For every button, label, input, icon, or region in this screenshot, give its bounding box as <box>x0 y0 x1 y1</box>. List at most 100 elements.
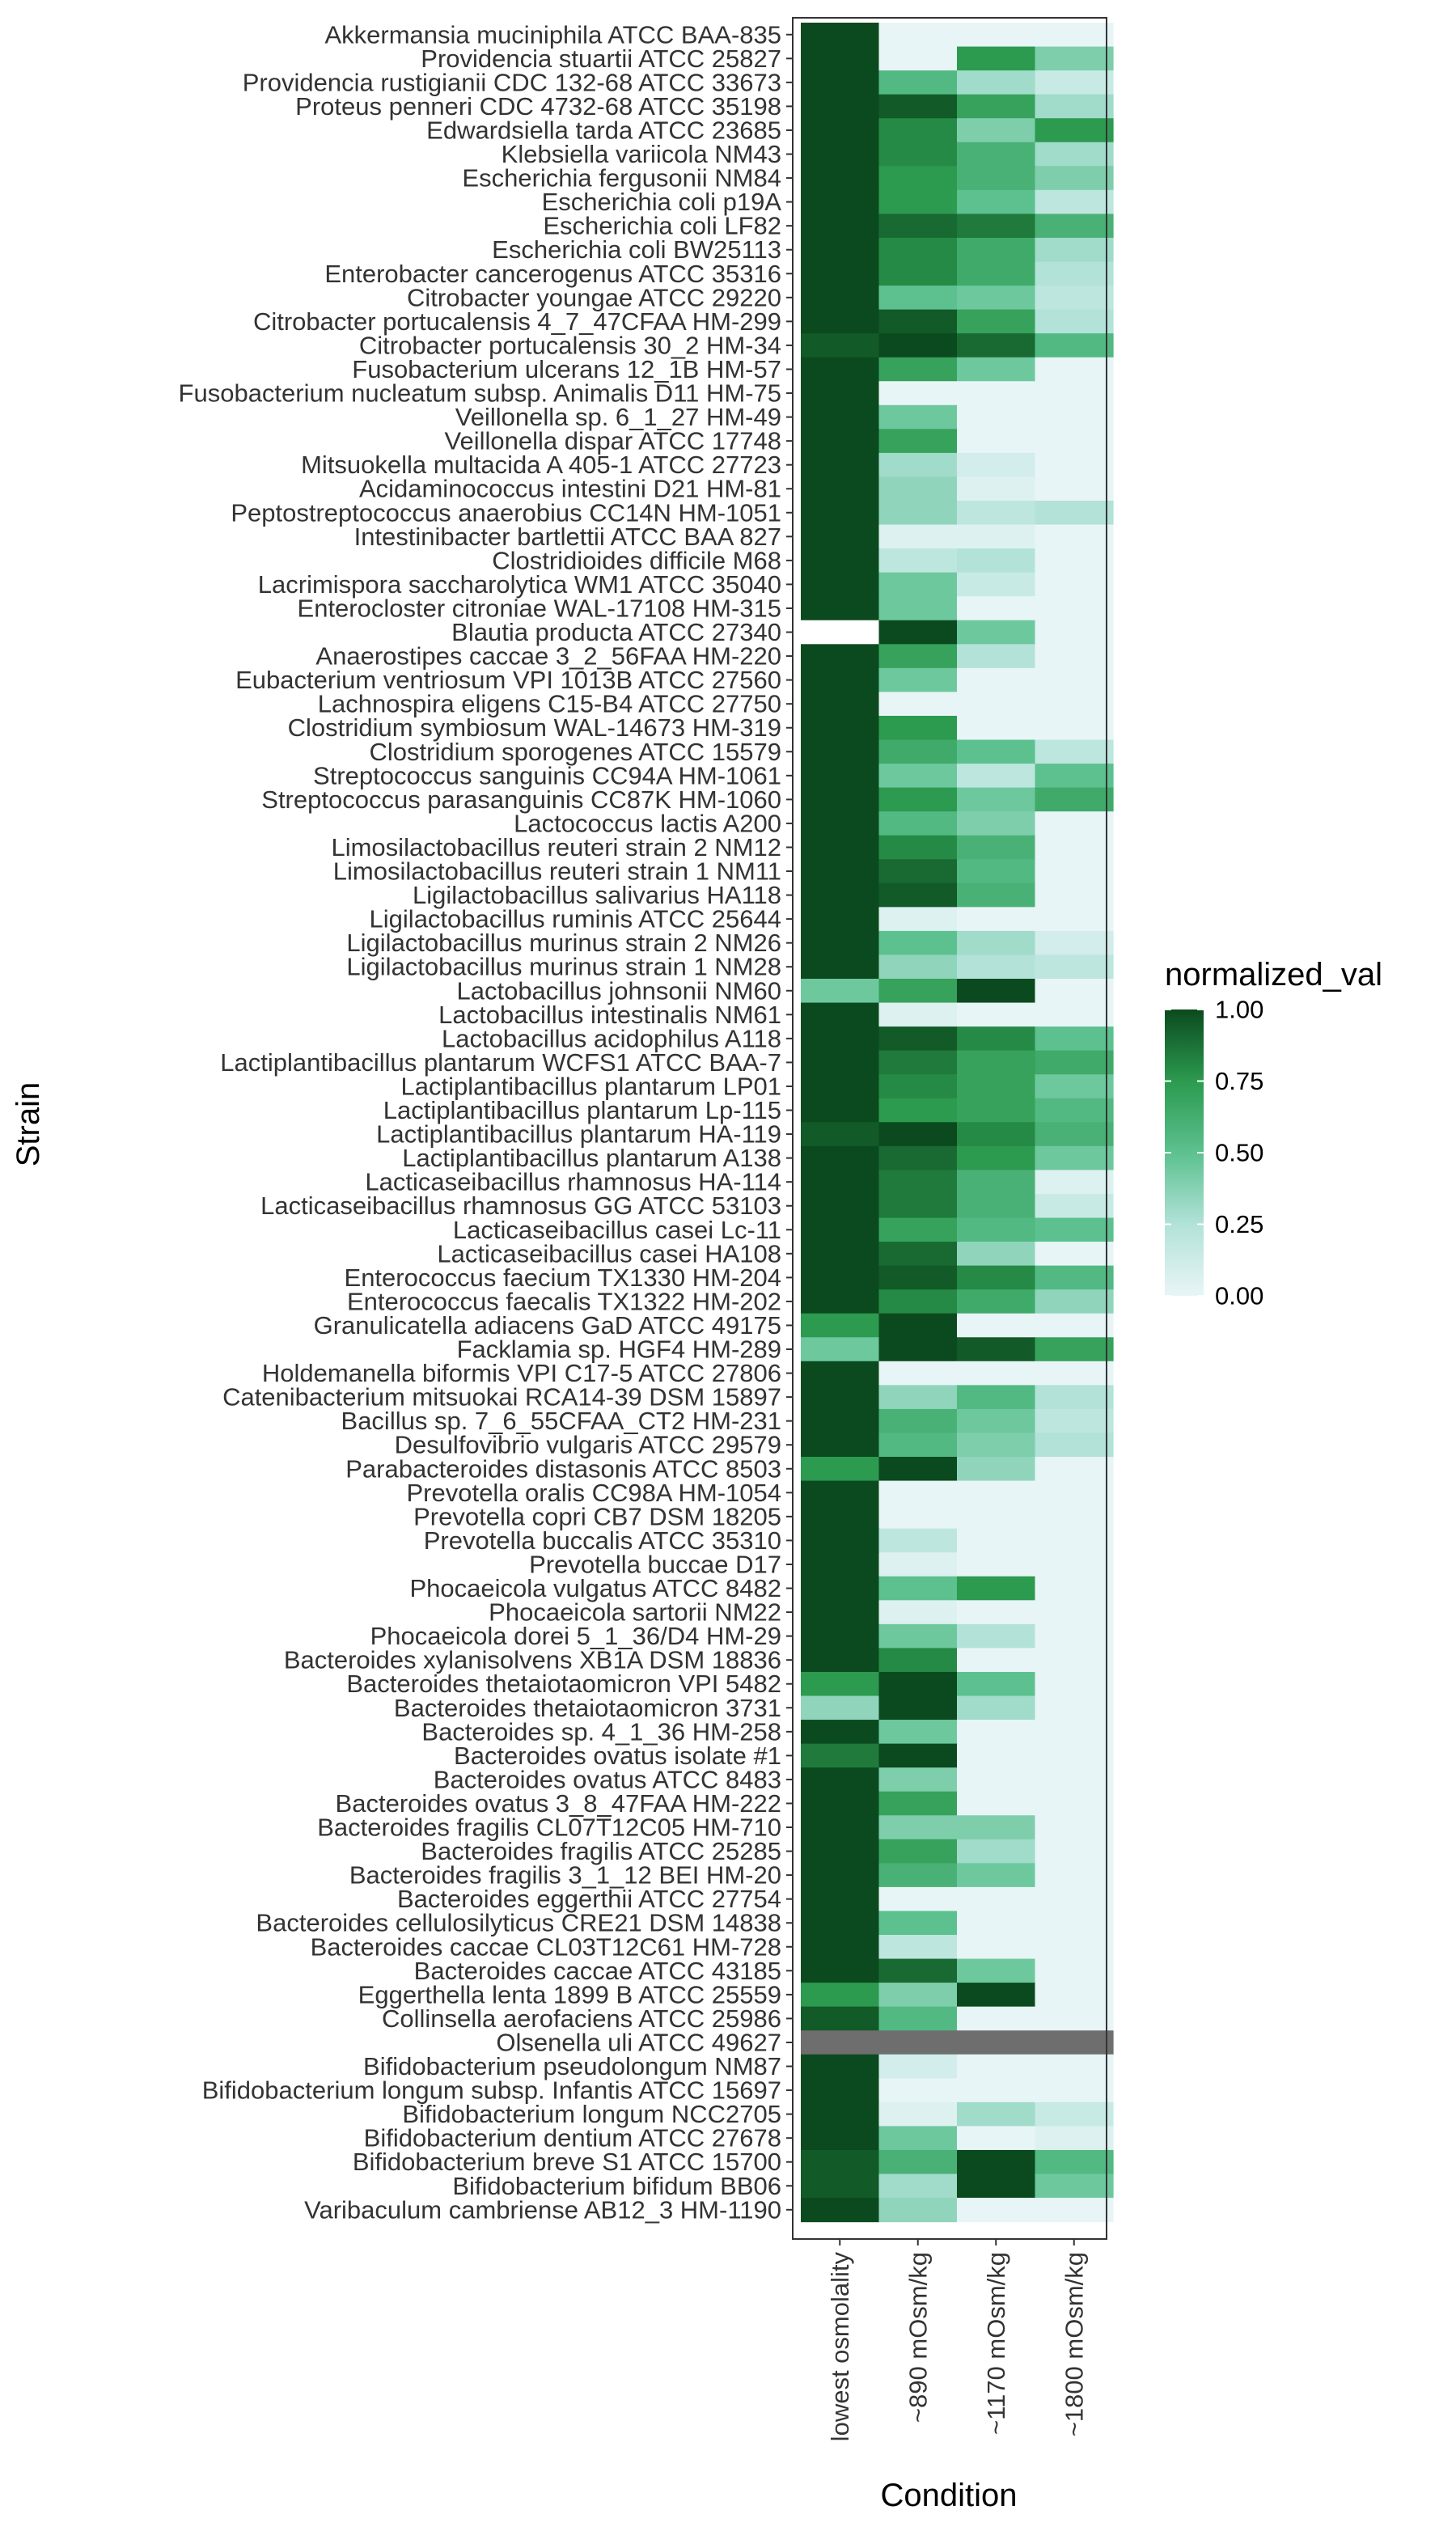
heatmap-cell <box>801 1193 880 1219</box>
row-label: Citrobacter portucalensis 4_7_47CFAA HM-… <box>253 307 781 336</box>
heatmap-cell <box>1035 739 1114 764</box>
heatmap-cell <box>957 1911 1036 1936</box>
heatmap-cell <box>1035 94 1114 119</box>
heatmap-cell <box>1035 764 1114 789</box>
heatmap-cell <box>801 572 880 597</box>
heatmap-cell <box>1035 2198 1114 2223</box>
heatmap-cell <box>878 214 958 239</box>
row-label: Clostridioides difficile M68 <box>492 546 781 574</box>
heatmap-cell <box>957 429 1036 454</box>
heatmap-cell <box>801 1935 880 1960</box>
heatmap-cell <box>878 237 958 263</box>
heatmap-cell <box>957 166 1036 191</box>
row-label: Bacteroides caccae CL03T12C61 HM-728 <box>311 1932 781 1961</box>
heatmap-cell <box>878 476 958 502</box>
heatmap-cell <box>1035 1839 1114 1864</box>
heatmap-cell <box>801 2030 880 2055</box>
heatmap-cell <box>878 1289 958 1314</box>
heatmap-cell <box>878 1361 958 1386</box>
heatmap-cell <box>878 1026 958 1052</box>
heatmap-cell <box>878 452 958 478</box>
heatmap-cell <box>878 1505 958 1530</box>
row-label: Acidaminococcus intestini D21 HM-81 <box>359 475 781 503</box>
heatmap-cell <box>801 1026 880 1052</box>
heatmap-cell <box>801 2006 880 2031</box>
heatmap-cell <box>801 1408 880 1434</box>
heatmap-cell <box>957 1337 1036 1362</box>
heatmap-cell <box>1035 1337 1114 1362</box>
heatmap-cell <box>1035 2149 1114 2175</box>
row-label: Lactobacillus intestinalis NM61 <box>438 1001 781 1029</box>
heatmap-cell <box>801 1170 880 1195</box>
heatmap-cell <box>1035 954 1114 980</box>
row-label: Clostridium sporogenes ATCC 15579 <box>370 738 781 766</box>
heatmap-cell <box>1035 189 1114 214</box>
heatmap-cell <box>801 882 880 908</box>
heatmap-cell <box>878 1528 958 1553</box>
heatmap-cell <box>878 1433 958 1458</box>
heatmap-cell <box>1035 620 1114 645</box>
heatmap-cell <box>801 166 880 191</box>
heatmap-cell <box>1035 46 1114 71</box>
row-label: Fusobacterium nucleatum subsp. Animalis … <box>179 379 781 408</box>
heatmap-cell <box>878 2149 958 2175</box>
heatmap-cell <box>957 1242 1036 1267</box>
heatmap-cell <box>957 835 1036 860</box>
heatmap-cell <box>957 2030 1036 2055</box>
heatmap-cell <box>801 548 880 574</box>
row-label: Escherichia coli LF82 <box>543 212 781 240</box>
row-label: Bacteroides ovatus ATCC 8483 <box>434 1765 781 1793</box>
heatmap-cell <box>1035 2101 1114 2127</box>
heatmap-cell <box>1035 1050 1114 1075</box>
heatmap-cell <box>801 1313 880 1338</box>
heatmap-cell <box>957 811 1036 836</box>
heatmap-cell <box>801 1122 880 1147</box>
row-label: Ligilactobacillus ruminis ATCC 25644 <box>370 905 781 933</box>
heatmap-cell <box>1035 1671 1114 1697</box>
heatmap-cell <box>878 692 958 717</box>
heatmap-cell <box>1035 1193 1114 1219</box>
heatmap-cell <box>1035 1695 1114 1721</box>
heatmap-cell <box>1035 1958 1114 1983</box>
row-label: Proteus penneri CDC 4732-68 ATCC 35198 <box>295 92 781 121</box>
axis-ticks <box>786 33 1075 2245</box>
row-label: Bacteroides caccae ATCC 43185 <box>414 1957 781 1985</box>
heatmap-cell <box>1035 715 1114 741</box>
heatmap-cell <box>878 1242 958 1267</box>
heatmap-cell <box>801 1791 880 1816</box>
heatmap-cell <box>957 1457 1036 1482</box>
heatmap-cell <box>957 1600 1036 1625</box>
row-label: Eggerthella lenta 1899 B ATCC 25559 <box>358 1980 781 2008</box>
heatmap-cell <box>957 142 1036 167</box>
heatmap-cell <box>1035 1145 1114 1170</box>
heatmap-cell <box>801 70 880 95</box>
heatmap-cell <box>957 954 1036 980</box>
heatmap-cell <box>878 620 958 645</box>
row-label: Clostridium symbiosum WAL-14673 HM-319 <box>288 713 781 742</box>
heatmap-cell <box>1035 667 1114 692</box>
heatmap-cell <box>878 1839 958 1864</box>
heatmap-cell <box>801 2054 880 2079</box>
row-label: Prevotella oralis CC98A HM-1054 <box>407 1479 782 1507</box>
heatmap-cell <box>1035 237 1114 263</box>
heatmap-cell <box>878 1145 958 1170</box>
heatmap-cells <box>793 18 1114 2239</box>
heatmap-cell <box>878 1002 958 1027</box>
panel-border <box>792 17 1107 2240</box>
row-label: Limosilactobacillus reuteri strain 2 NM1… <box>331 833 781 861</box>
heatmap-cell <box>801 2078 880 2103</box>
row-label: Veillonella sp. 6_1_27 HM-49 <box>455 403 781 431</box>
heatmap-cell <box>801 739 880 764</box>
heatmap-cell <box>878 2173 958 2199</box>
heatmap-cell <box>878 1313 958 1338</box>
row-label: Blautia producta ATCC 27340 <box>451 618 781 646</box>
heatmap-cell <box>878 739 958 764</box>
heatmap-cell <box>957 1145 1036 1170</box>
row-label: Desulfovibrio vulgaris ATCC 29579 <box>395 1431 781 1459</box>
heatmap-cell <box>957 930 1036 956</box>
heatmap-cell <box>957 1886 1036 1912</box>
heatmap-cell <box>801 1385 880 1410</box>
heatmap-cell <box>878 70 958 95</box>
row-label: Phocaeicola sartorii NM22 <box>489 1598 781 1627</box>
legend-tick-label: 0.75 <box>1215 1067 1263 1095</box>
